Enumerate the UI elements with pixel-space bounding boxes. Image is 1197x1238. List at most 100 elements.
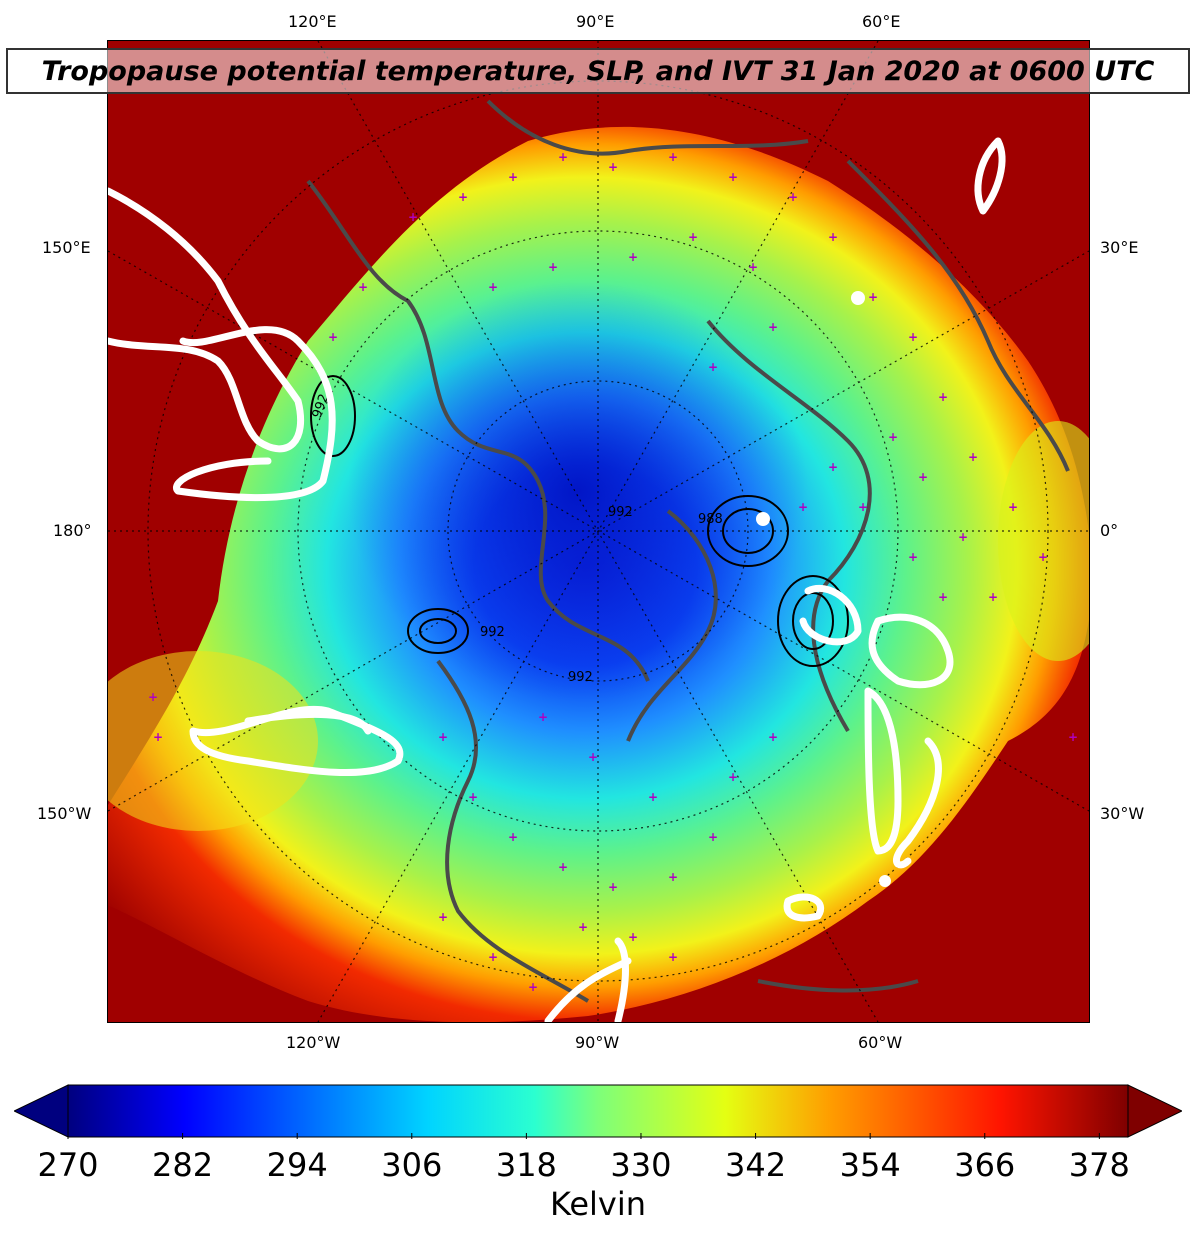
ivt-contours: [108, 137, 1006, 1022]
svg-text:+: +: [438, 730, 448, 744]
svg-text:+: +: [508, 170, 518, 184]
bottom-lon-label-2: 90°W: [575, 1033, 620, 1052]
svg-text:+: +: [888, 430, 898, 444]
colorbar-tick-label: 366: [954, 1146, 1016, 1184]
top-lon-label-2: 90°E: [576, 12, 615, 31]
svg-text:+: +: [918, 470, 928, 484]
svg-text:+: +: [648, 790, 658, 804]
svg-text:+: +: [588, 750, 598, 764]
colorbar-tick-label: 330: [610, 1146, 672, 1184]
colorbar-gradient: [67, 1084, 1129, 1138]
svg-text:+: +: [628, 930, 638, 944]
svg-text:+: +: [328, 330, 338, 344]
svg-text:+: +: [788, 190, 798, 204]
colorbar-tick-label: 342: [725, 1146, 787, 1184]
colorbar-tick-label: 378: [1068, 1146, 1130, 1184]
svg-text:+: +: [868, 290, 878, 304]
graticule: [108, 41, 1089, 1022]
svg-text:+: +: [988, 590, 998, 604]
svg-text:+: +: [958, 530, 968, 544]
svg-text:+: +: [748, 260, 758, 274]
slp-labels: 992 992 992 988 992: [310, 392, 723, 685]
svg-text:+: +: [1008, 500, 1018, 514]
slp-label-3: 992: [480, 625, 505, 640]
svg-text:+: +: [538, 710, 548, 724]
station-markers: +++ +++ +++ +++ +++ +++ +++ + ++ +++ +++ …: [148, 150, 1078, 994]
svg-text:+: +: [688, 230, 698, 244]
slp-label-5: 992: [568, 670, 593, 685]
svg-text:+: +: [438, 910, 448, 924]
svg-text:+: +: [798, 500, 808, 514]
svg-text:+: +: [768, 320, 778, 334]
svg-text:+: +: [708, 830, 718, 844]
svg-text:+: +: [858, 500, 868, 514]
map-panel: 992 992 992 988 992: [107, 40, 1090, 1023]
svg-text:+: +: [728, 170, 738, 184]
svg-text:+: +: [508, 830, 518, 844]
svg-text:+: +: [558, 860, 568, 874]
slp-label-4: 988: [698, 512, 723, 527]
colorbar-tick-label: 294: [266, 1146, 328, 1184]
svg-text:+: +: [153, 730, 163, 744]
svg-text:+: +: [668, 150, 678, 164]
svg-text:+: +: [828, 230, 838, 244]
svg-text:+: +: [908, 330, 918, 344]
yellow-band-east: [998, 421, 1089, 661]
slp-label-2: 992: [608, 505, 633, 520]
ivt-spot-2: [756, 512, 770, 526]
coastlines: [306, 99, 1070, 1003]
svg-text:+: +: [1038, 550, 1048, 564]
svg-text:+: +: [548, 260, 558, 274]
svg-text:+: +: [668, 870, 678, 884]
svg-text:+: +: [768, 730, 778, 744]
bottom-lon-label-3: 60°W: [858, 1033, 903, 1052]
slp-contours: [310, 375, 849, 667]
svg-text:+: +: [578, 920, 588, 934]
svg-text:+: +: [558, 150, 568, 164]
right-lon-label-1: 30°E: [1100, 238, 1139, 257]
svg-text:+: +: [968, 450, 978, 464]
colorbar-extend-high: [1127, 1084, 1184, 1138]
colorbar-tick-label: 354: [839, 1146, 901, 1184]
top-lon-label-1: 120°E: [288, 12, 337, 31]
colorbar-tick-label: 318: [495, 1146, 557, 1184]
map-svg: 992 992 992 988 992: [108, 41, 1089, 1022]
svg-text:+: +: [728, 770, 738, 784]
right-lon-label-2: 0°: [1100, 521, 1119, 540]
colorbar-svg: [12, 1084, 1184, 1139]
title-box: Tropopause potential temperature, SLP, a…: [6, 48, 1190, 94]
ivt-spot-1: [851, 291, 865, 305]
yellow-band-west: [108, 651, 318, 831]
colorbar-extend-low: [12, 1084, 69, 1138]
svg-text:+: +: [908, 550, 918, 564]
svg-text:+: +: [468, 790, 478, 804]
svg-text:+: +: [1068, 730, 1078, 744]
svg-text:+: +: [358, 280, 368, 294]
ivt-spot-3: [879, 875, 891, 887]
svg-text:+: +: [938, 590, 948, 604]
right-lon-label-3: 30°W: [1100, 804, 1145, 823]
svg-text:+: +: [708, 360, 718, 374]
left-lon-label-1: 150°E: [42, 238, 91, 257]
svg-text:+: +: [148, 690, 158, 704]
svg-text:+: +: [488, 950, 498, 964]
svg-text:+: +: [608, 880, 618, 894]
bottom-lon-label-1: 120°W: [286, 1033, 341, 1052]
colorbar-tick-label: 282: [152, 1146, 214, 1184]
svg-text:+: +: [458, 190, 468, 204]
colorbar-tick-label: 270: [37, 1146, 99, 1184]
colorbar-ticks: [67, 1133, 1100, 1139]
left-lon-label-3: 150°W: [37, 804, 92, 823]
svg-text:+: +: [628, 250, 638, 264]
svg-text:+: +: [938, 390, 948, 404]
svg-text:+: +: [488, 280, 498, 294]
page-title: Tropopause potential temperature, SLP, a…: [41, 55, 1155, 87]
svg-text:+: +: [408, 210, 418, 224]
colorbar-title: Kelvin: [549, 1185, 647, 1223]
colorbar: [12, 1083, 1184, 1139]
svg-text:+: +: [608, 160, 618, 174]
polar-vortex-core: [348, 281, 808, 701]
svg-text:+: +: [668, 950, 678, 964]
left-lon-label-2: 180°: [53, 521, 92, 540]
svg-text:+: +: [828, 460, 838, 474]
